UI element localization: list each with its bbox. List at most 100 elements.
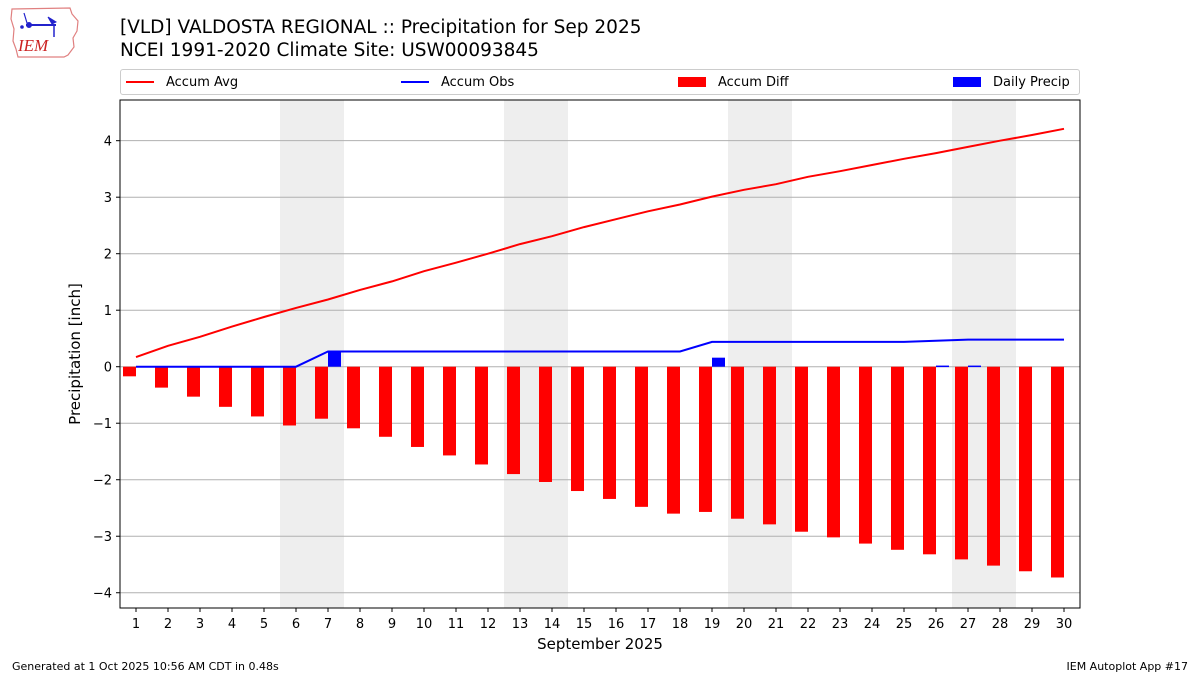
chart-legend: Accum Avg Accum Obs Accum Diff Daily Pre… [120,69,1080,95]
accum-diff-bar [187,366,200,397]
x-tick-label: 12 [480,617,497,632]
legend-label: Accum Avg [166,74,239,90]
x-tick-label: 4 [228,617,236,632]
accum-diff-bar [603,366,616,499]
accum-diff-bar [1051,366,1064,578]
x-tick-label: 22 [800,617,817,632]
y-tick-label: 0 [104,361,112,376]
legend-item-daily-precip: Daily Precip [953,70,1070,94]
daily-precip-bar [968,365,981,368]
y-axis-ticks: −4 −3 −2 −1 0 1 2 3 4 [93,135,120,602]
y-tick-label: −2 [93,474,112,489]
weekend-band [728,100,792,608]
x-tick-label: 20 [736,617,753,632]
legend-swatch-accum-diff [678,77,706,87]
accum-diff-bar [667,366,680,514]
weather-station-icon [20,12,58,37]
x-tick-label: 25 [896,617,913,632]
accum-diff-bar [987,366,1000,566]
legend-label: Accum Obs [441,74,515,90]
accum-diff-bar [123,366,136,377]
accum-diff-bar [219,366,232,407]
accum-avg-line [135,127,1065,359]
x-tick-label: 9 [388,617,396,632]
x-tick-label: 8 [356,617,364,632]
legend-swatch-daily-precip [953,77,981,87]
x-tick-label: 26 [928,617,945,632]
accum-diff-bar [763,366,776,525]
y-tick-label: 4 [104,135,112,150]
accum-diff-bar [411,366,424,447]
legend-item-accum-diff: Accum Diff [678,70,789,94]
x-tick-label: 7 [324,617,332,632]
weekend-shading [280,100,1016,608]
accum-diff-bar [699,366,712,512]
y-tick-label: 2 [104,248,112,263]
accum-diff-bar [539,366,552,482]
accum-diff-bar [347,366,360,429]
accum-diff-bar [379,366,392,437]
y-tick-label: −3 [93,530,112,545]
chart-subtitle: NCEI 1991-2020 Climate Site: USW00093845 [120,40,539,61]
chart-title: [VLD] VALDOSTA REGIONAL :: Precipitation… [120,17,642,38]
legend-swatch-accum-avg [126,81,154,83]
accum-diff-bar [891,366,904,550]
logo-text: IEM [17,36,49,55]
axes-frame [119,99,1081,609]
accum-diff-bar [795,366,808,532]
x-axis-ticks: 1 2 3 4 5 6 7 8 9 10 11 12 13 14 15 16 17 18 19 20 21 22 23 24 2… [132,608,1072,632]
x-tick-label: 1 [132,617,140,632]
accum-diff-bar [571,366,584,492]
iowa-outline-icon [10,7,79,58]
x-tick-label: 27 [960,617,977,632]
legend-swatch-accum-obs [401,81,429,83]
daily-precip-bar [712,357,725,367]
x-tick-label: 28 [992,617,1009,632]
x-tick-label: 16 [608,617,625,632]
accum-diff-bar [251,366,264,417]
iem-logo: IEM [10,7,79,58]
accum-diff-bar [443,366,456,456]
x-tick-label: 11 [448,617,465,632]
x-tick-label: 30 [1056,617,1073,632]
accum-diff-bar [955,366,968,560]
y-tick-label: −4 [93,587,112,602]
y-axis-label: Precipitation [inch] [66,283,84,425]
x-axis-label: September 2025 [537,635,663,653]
x-tick-label: 24 [864,617,881,632]
daily-precip-bar [936,365,949,368]
generated-timestamp: Generated at 1 Oct 2025 10:56 AM CDT in … [12,660,279,673]
line-series [135,127,1065,368]
x-tick-label: 15 [576,617,593,632]
x-tick-label: 19 [704,617,721,632]
y-tick-label: −1 [93,417,112,432]
x-tick-label: 5 [260,617,268,632]
x-tick-label: 29 [1024,617,1041,632]
x-tick-label: 18 [672,617,689,632]
x-tick-label: 10 [416,617,433,632]
bar-series [123,351,1064,578]
accum-diff-bar [1019,366,1032,572]
accum-diff-bar [827,366,840,538]
legend-label: Daily Precip [993,74,1070,90]
y-tick-label: 1 [104,304,112,319]
accum-diff-bar [731,366,744,519]
app-credit: IEM Autoplot App #17 [1066,660,1189,673]
daily-precip-bar [328,351,341,367]
legend-item-accum-obs: Accum Obs [401,70,514,94]
legend-item-accum-avg: Accum Avg [126,70,238,94]
accum-diff-bar [635,366,648,507]
accum-diff-bar [859,366,872,544]
x-tick-label: 23 [832,617,849,632]
x-tick-label: 2 [164,617,172,632]
accum-diff-bar [475,366,488,465]
accum-diff-bar [283,366,296,426]
accum-diff-bar [923,366,936,555]
x-tick-label: 3 [196,617,204,632]
accum-diff-bar [155,366,168,388]
x-tick-label: 17 [640,617,657,632]
legend-label: Accum Diff [718,74,789,90]
x-tick-label: 14 [544,617,561,632]
x-tick-label: 13 [512,617,529,632]
